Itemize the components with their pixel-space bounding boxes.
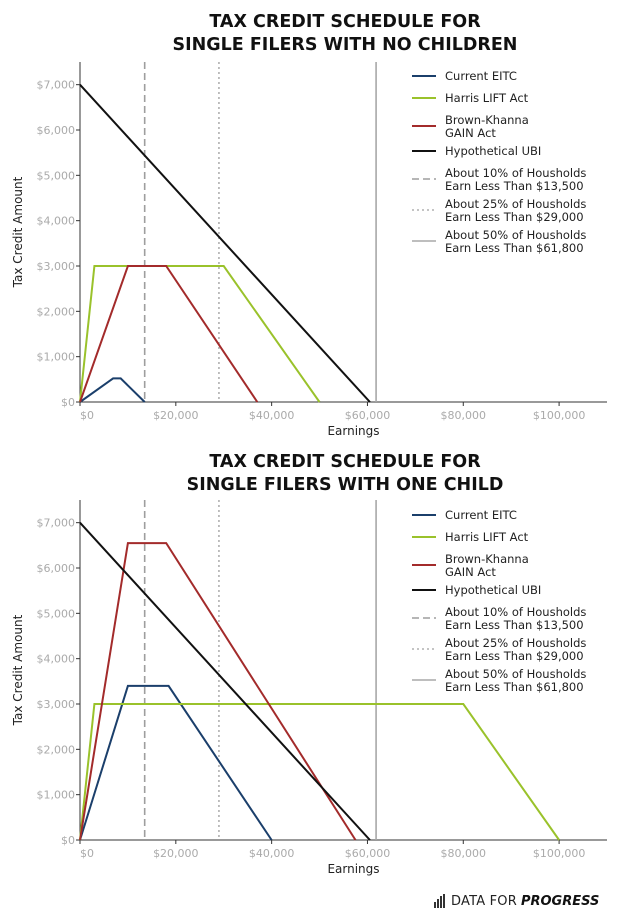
brand-text-bold: PROGRESS bbox=[520, 893, 600, 909]
x-tick-label: $0 bbox=[80, 409, 94, 422]
y-tick-label: $4,000 bbox=[37, 653, 76, 666]
legend-label-line: Brown-Khanna bbox=[445, 552, 529, 566]
y-tick-label: $1,000 bbox=[37, 789, 76, 802]
bar-chart-icon bbox=[434, 894, 446, 908]
series-line-brown-khanna-gain-act bbox=[79, 265, 259, 403]
y-tick-label: $4,000 bbox=[37, 215, 76, 228]
y-tick-label: $0 bbox=[61, 834, 75, 847]
series-line-current-eitc bbox=[79, 684, 273, 841]
y-tick-label: $6,000 bbox=[37, 124, 76, 137]
legend-label-line: Harris LIFT Act bbox=[445, 91, 529, 105]
legend-label-line: About 25% of Housholds bbox=[445, 197, 586, 211]
y-tick-label: $0 bbox=[61, 396, 75, 409]
legend-label-line: Earn Less Than $13,500 bbox=[445, 179, 584, 193]
x-tick-label: $80,000 bbox=[441, 847, 487, 860]
chart-title-line: TAX CREDIT SCHEDULE FOR bbox=[209, 452, 481, 472]
legend-label-line: Brown-Khanna bbox=[445, 113, 529, 127]
legend-label-line: About 10% of Housholds bbox=[445, 166, 586, 180]
series-line-brown-khanna-gain-act bbox=[79, 542, 357, 841]
legend-label-line: Earn Less Than $61,800 bbox=[445, 241, 584, 255]
x-tick-label: $60,000 bbox=[345, 847, 391, 860]
y-tick-label: $2,000 bbox=[37, 743, 76, 756]
x-axis-title: Earnings bbox=[327, 424, 379, 438]
series-line-hypothetical-ubi bbox=[79, 522, 371, 841]
series-line-hypothetical-ubi bbox=[79, 84, 371, 403]
y-tick-label: $7,000 bbox=[37, 79, 76, 92]
legend-label-line: Earn Less Than $29,000 bbox=[445, 649, 584, 663]
x-tick-label: $0 bbox=[80, 847, 94, 860]
y-tick-label: $5,000 bbox=[37, 169, 76, 182]
x-tick-label: $40,000 bbox=[249, 847, 295, 860]
y-tick-label: $2,000 bbox=[37, 305, 76, 318]
chart-one-child: TAX CREDIT SCHEDULE FOR SINGLE FILERS WIT… bbox=[11, 452, 620, 876]
legend-label-line: About 50% of Housholds bbox=[445, 228, 586, 242]
legend-label-line: Current EITC bbox=[445, 69, 517, 83]
legend-background bbox=[404, 507, 620, 699]
y-tick-label: $1,000 bbox=[37, 351, 76, 364]
x-tick-label: $40,000 bbox=[249, 409, 295, 422]
legend-label-line: Earn Less Than $13,500 bbox=[445, 618, 584, 632]
legend-label-line: Earn Less Than $61,800 bbox=[445, 680, 584, 694]
x-tick-label: $20,000 bbox=[153, 409, 199, 422]
legend-label-line: GAIN Act bbox=[445, 126, 496, 140]
brand-text-regular: DATA FOR bbox=[451, 893, 517, 909]
legend-label-line: About 25% of Housholds bbox=[445, 636, 586, 650]
legend-label-line: About 10% of Housholds bbox=[445, 605, 586, 619]
series-line-harris-lift-act bbox=[79, 703, 560, 841]
legend-label-line: Hypothetical UBI bbox=[445, 583, 541, 597]
legend-label-line: Earn Less Than $29,000 bbox=[445, 210, 584, 224]
y-tick-label: $3,000 bbox=[37, 260, 76, 273]
y-tick-label: $6,000 bbox=[37, 562, 76, 575]
x-tick-label: $100,000 bbox=[533, 409, 586, 422]
x-tick-label: $20,000 bbox=[153, 847, 199, 860]
chart-title-line: SINGLE FILERS WITH NO CHILDREN bbox=[173, 35, 518, 55]
legend-label-line: Hypothetical UBI bbox=[445, 144, 541, 158]
legend-label-line: GAIN Act bbox=[445, 565, 496, 579]
legend-label-line: Current EITC bbox=[445, 508, 517, 522]
x-axis-title: Earnings bbox=[327, 862, 379, 876]
x-tick-label: $60,000 bbox=[345, 409, 391, 422]
x-tick-label: $80,000 bbox=[441, 409, 487, 422]
legend-label-line: Harris LIFT Act bbox=[445, 530, 529, 544]
y-tick-label: $7,000 bbox=[37, 517, 76, 530]
x-tick-label: $100,000 bbox=[533, 847, 586, 860]
chart-title-line: TAX CREDIT SCHEDULE FOR bbox=[209, 12, 481, 32]
series-line-current-eitc bbox=[79, 377, 146, 403]
legend-label-line: About 50% of Housholds bbox=[445, 667, 586, 681]
brand-logo: DATA FOR PROGRESS bbox=[434, 890, 599, 912]
y-axis-title: Tax Credit Amount bbox=[11, 614, 25, 726]
y-tick-label: $5,000 bbox=[37, 607, 76, 620]
y-tick-label: $3,000 bbox=[37, 698, 76, 711]
y-axis-title: Tax Credit Amount bbox=[11, 176, 25, 288]
series-line-harris-lift-act bbox=[79, 265, 321, 403]
chart-no-children: TAX CREDIT SCHEDULE FOR SINGLE FILERS WIT… bbox=[11, 12, 620, 438]
legend-background bbox=[404, 68, 620, 260]
chart-title-line: SINGLE FILERS WITH ONE CHILD bbox=[187, 475, 504, 495]
